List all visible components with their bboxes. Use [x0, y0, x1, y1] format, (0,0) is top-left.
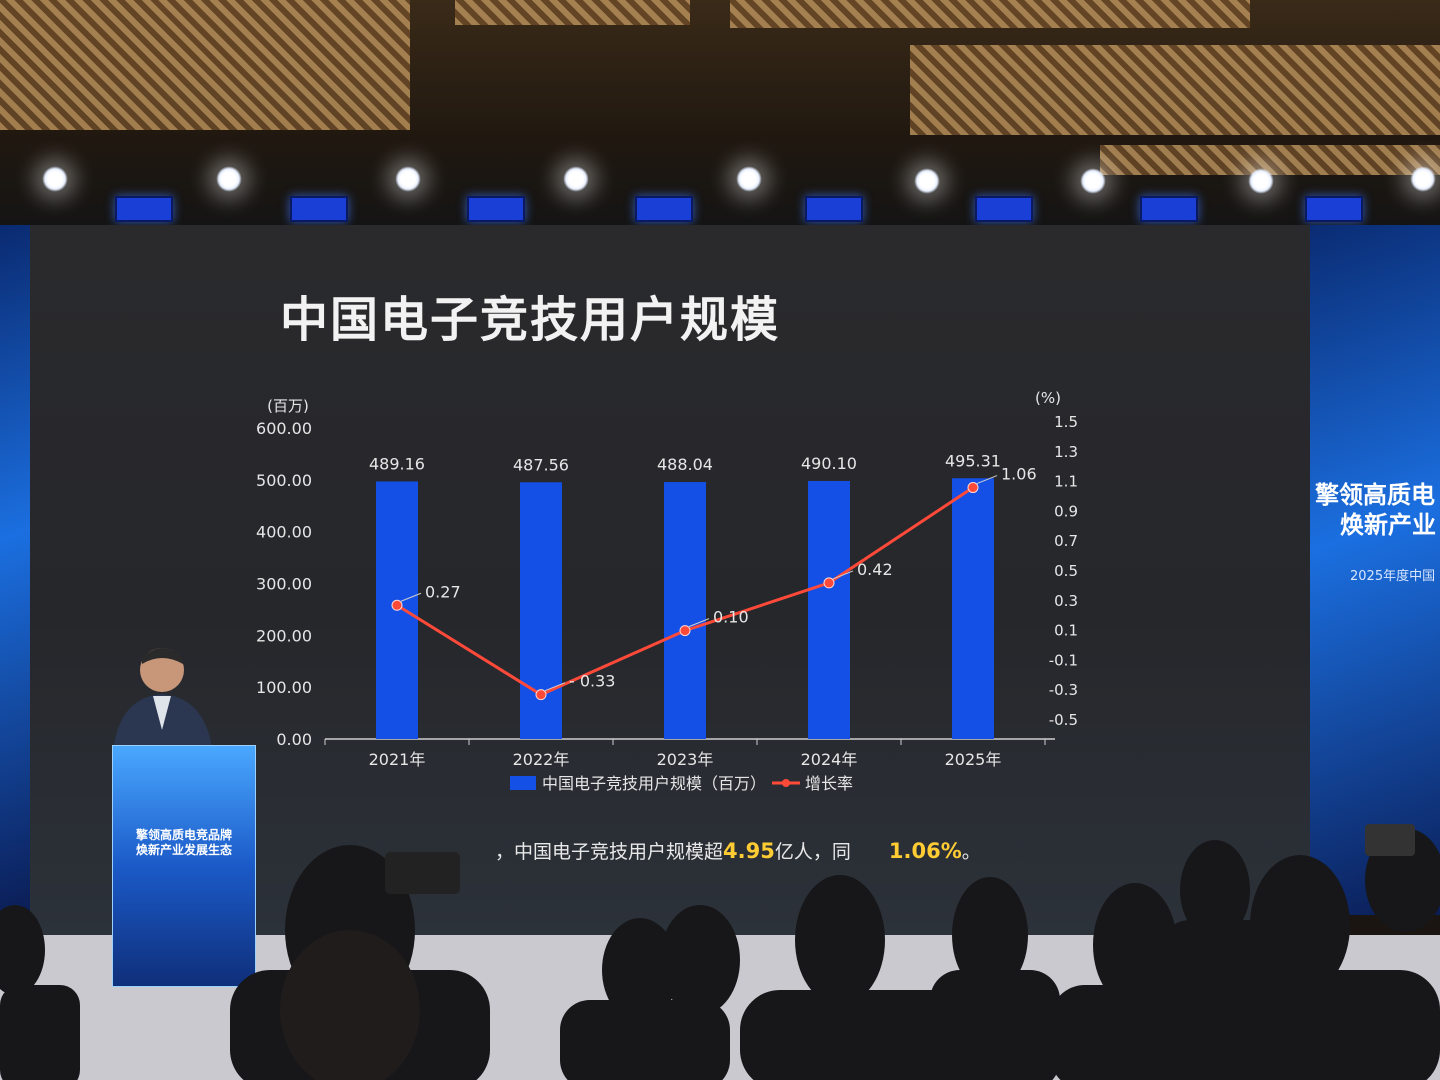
footnote-mid: 亿人，同 — [774, 841, 851, 863]
y-right-unit: (%) — [1035, 389, 1061, 407]
y-right-tick-label: 0.3 — [1054, 592, 1078, 610]
y-left-tick-label: 200.00 — [256, 626, 312, 645]
audience — [0, 824, 1440, 1080]
stage-light — [805, 196, 863, 222]
bar — [952, 478, 994, 739]
growth-leader-line — [400, 592, 422, 602]
chart: (百万) 0.00 100.00 200.00 300.00 400.00 500.00 60… — [256, 389, 1078, 793]
spotlight — [914, 168, 940, 194]
stage-light — [1305, 196, 1363, 222]
y-left-tick-label: 300.00 — [256, 575, 312, 594]
stage-light — [1140, 196, 1198, 222]
podium-line1: 擎领高质电竞品牌 — [135, 828, 232, 842]
bar-value-label: 488.04 — [657, 455, 713, 474]
y-right-tick-label: 0.1 — [1054, 622, 1078, 640]
y-left-tick-label: 500.00 — [256, 471, 312, 490]
footnote-post: 。 — [961, 841, 981, 863]
spotlight — [42, 166, 68, 192]
y-left-unit: (百万) — [267, 397, 309, 415]
side-banner-line1: 擎领高质电 — [1315, 481, 1435, 509]
y-right-tick-label: 0.5 — [1054, 562, 1078, 580]
growth-value-label: - 0.33 — [569, 672, 615, 691]
y-right-tick-label: -0.3 — [1049, 681, 1078, 699]
bar-value-label: 489.16 — [369, 454, 425, 473]
y-left-tick-label: 0.00 — [276, 730, 312, 749]
audience-phone — [385, 852, 460, 894]
growth-point — [967, 482, 979, 494]
legend-line-marker — [782, 779, 790, 787]
ceiling-panel — [1100, 145, 1440, 175]
legend-bar-label: 中国电子竞技用户规模（百万） — [542, 774, 766, 793]
x-tick-label: 2025年 — [945, 750, 1002, 769]
spotlight — [736, 166, 762, 192]
spotlight — [1248, 168, 1274, 194]
stage-light — [975, 196, 1033, 222]
x-tick-label: 2022年 — [513, 750, 570, 769]
spotlight — [216, 166, 242, 192]
bar — [664, 482, 706, 739]
growth-leader-line — [976, 475, 998, 485]
bar-value-label: 495.31 — [945, 451, 1001, 470]
bar — [520, 482, 562, 739]
y-right-tick-label: 1.5 — [1054, 413, 1078, 431]
x-tick-label: 2024年 — [801, 750, 858, 769]
growth-leader-line — [688, 618, 710, 628]
spotlight — [1080, 168, 1106, 194]
legend-bar-swatch — [510, 776, 536, 790]
growth-value-label: 0.27 — [425, 582, 461, 601]
speaker — [113, 648, 213, 755]
left-side-screen — [0, 225, 30, 915]
growth-leader-line — [832, 570, 854, 580]
growth-point — [535, 689, 547, 701]
podium: 擎领高质电竞品牌 焕新产业发展生态 — [112, 745, 256, 987]
stage-light — [635, 196, 693, 222]
y-right-tick-label: 1.3 — [1054, 443, 1078, 461]
footnote: ，中国电子竞技用户规模超4.95亿人，同 1.06%。 — [495, 837, 981, 864]
footnote-highlight-users: 4.95 — [723, 839, 775, 863]
y-left-tick-label: 600.00 — [256, 419, 312, 438]
footnote-pre: ，中国电子竞技用户规模超 — [495, 841, 724, 863]
audience-phone — [1365, 824, 1415, 856]
growth-point — [823, 577, 835, 589]
growth-value-label: 0.42 — [857, 560, 893, 579]
ceiling-panel — [910, 45, 1440, 135]
y-right-tick-label: 1.1 — [1054, 473, 1078, 491]
ceiling-panel — [0, 0, 410, 130]
podium-text: 擎领高质电竞品牌 焕新产业发展生态 — [119, 828, 249, 858]
bar — [808, 480, 850, 739]
x-tick-label: 2023年 — [657, 750, 714, 769]
growth-point — [391, 599, 403, 611]
growth-point — [679, 625, 691, 637]
y-right-tick-label: -0.1 — [1049, 651, 1078, 669]
spotlight — [1410, 166, 1436, 192]
growth-value-label: 1.06 — [1001, 465, 1037, 484]
stage-light — [467, 196, 525, 222]
stage-light — [290, 196, 348, 222]
footnote-highlight-growth: 1.06% — [888, 839, 962, 863]
growth-value-label: 0.10 — [713, 608, 749, 627]
page-title: 中国电子竞技用户规模 — [279, 292, 780, 348]
spotlight — [563, 166, 589, 192]
spotlight — [395, 166, 421, 192]
bar-value-label: 490.10 — [801, 454, 857, 473]
right-side-screen: 擎领高质电 焕新产业 2025年度中国 — [1285, 225, 1440, 915]
x-tick-label: 2021年 — [369, 750, 426, 769]
y-right-tick-label: 0.9 — [1054, 502, 1078, 520]
podium-line2: 焕新产业发展生态 — [135, 843, 232, 857]
side-banner-line2: 焕新产业 — [1340, 511, 1436, 539]
side-banner-sub: 2025年度中国 — [1350, 569, 1436, 584]
stage-light — [115, 196, 173, 222]
ceiling-panel — [455, 0, 690, 25]
y-left-tick-label: 100.00 — [256, 678, 312, 697]
y-left-tick-label: 400.00 — [256, 523, 312, 542]
ceiling-panel — [730, 0, 1250, 28]
growth-leader-line — [544, 682, 566, 692]
y-right-tick-label: -0.5 — [1049, 711, 1078, 729]
bar-value-label: 487.56 — [513, 455, 569, 474]
y-right-tick-label: 0.7 — [1054, 532, 1078, 550]
legend-line-label: 增长率 — [805, 774, 853, 793]
